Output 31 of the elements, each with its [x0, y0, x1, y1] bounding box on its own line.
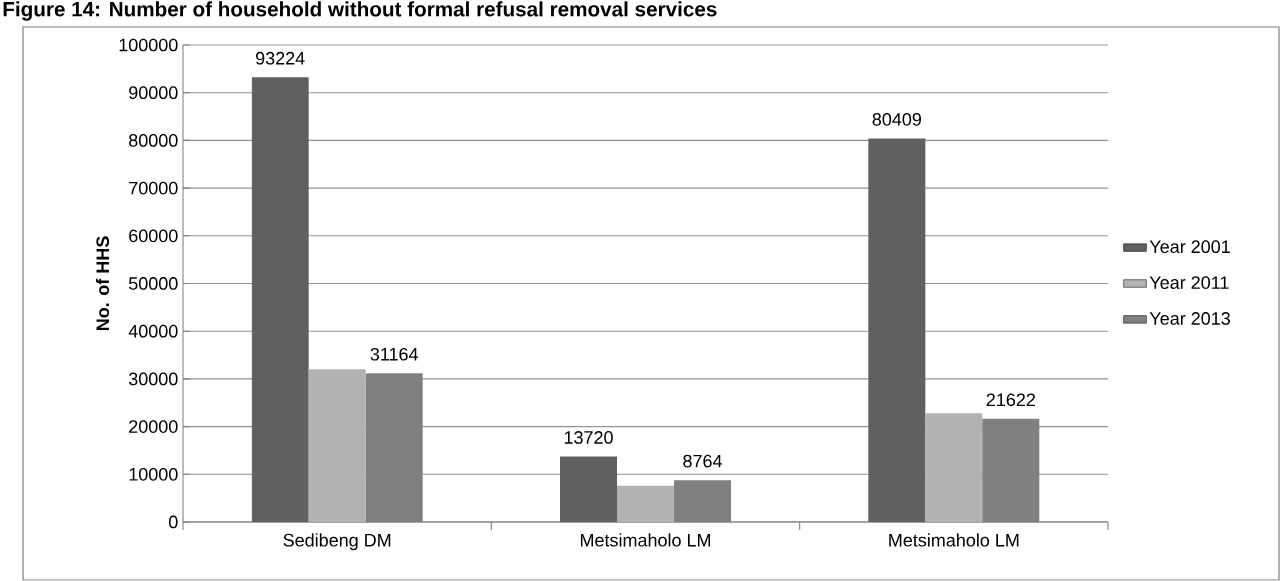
y-tick-label: 90000 [129, 86, 178, 100]
bar [308, 369, 366, 522]
x-tick-label: Metsimaholo LM [580, 533, 711, 547]
y-axis-title: No. of HHS [95, 236, 110, 331]
data-label: 8764 [683, 454, 722, 468]
y-tick-label: 70000 [129, 181, 178, 195]
bar [617, 485, 675, 522]
data-label: 93224 [255, 51, 305, 65]
data-label: 31164 [370, 347, 419, 361]
data-label: 21622 [986, 393, 1035, 407]
bar [868, 138, 926, 522]
data-label: 13720 [564, 431, 613, 444]
y-tick-label: 0 [169, 515, 178, 529]
x-tick-label: Metsimaholo LM [889, 533, 1019, 547]
legend-label: Year 2011 [1149, 276, 1229, 289]
y-tick-label: 10000 [129, 467, 178, 481]
bar [251, 77, 309, 522]
legend-label: Year 2013 [1149, 312, 1230, 325]
y-tick-label: 60000 [129, 229, 178, 243]
bar [925, 413, 983, 522]
y-tick-label: 100000 [119, 38, 178, 52]
y-tick-label: 50000 [128, 277, 178, 290]
y-tick-label: 20000 [129, 420, 178, 433]
y-tick-label: 40000 [128, 324, 178, 338]
x-tick-label: Sedibeng DM [283, 533, 391, 551]
legend-label: Year 2001 [1149, 240, 1230, 254]
data-label: 80409 [872, 112, 921, 126]
bar [560, 456, 618, 522]
chart-title: Figure 14: Number of household without formal refusal removal services [3, 1, 717, 21]
y-tick-label: 80000 [129, 134, 178, 147]
y-tick-label: 30000 [128, 372, 178, 386]
